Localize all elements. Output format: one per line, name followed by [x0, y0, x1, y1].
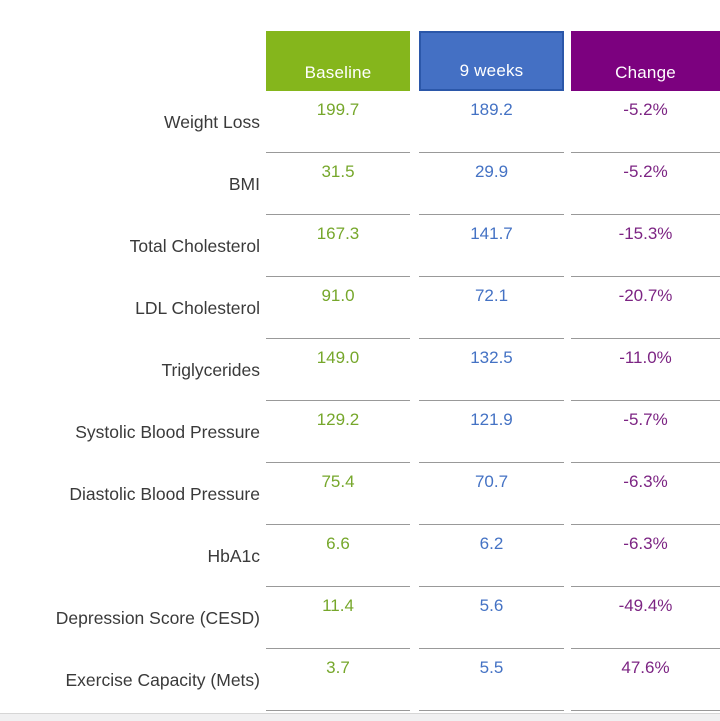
row-label-weight-loss: Weight Loss [164, 111, 260, 132]
baseline-value: 129.2 [266, 401, 410, 463]
change-value: -15.3% [571, 215, 720, 277]
nine-weeks-value: 141.7 [419, 215, 564, 277]
column-gap [564, 401, 571, 463]
row-label-triglycerides: Triglycerides [161, 359, 260, 380]
baseline-value: 149.0 [266, 339, 410, 401]
column-gap [564, 153, 571, 215]
column-gap [410, 401, 419, 463]
nine-weeks-value: 29.9 [419, 153, 564, 215]
baseline-value: 6.6 [266, 525, 410, 587]
nine-weeks-value: 132.5 [419, 339, 564, 401]
column-gap [410, 463, 419, 525]
column-gap [564, 91, 571, 153]
column-gap [564, 463, 571, 525]
column-gap [410, 215, 419, 277]
nine-weeks-value: 5.6 [419, 587, 564, 649]
baseline-value: 91.0 [266, 277, 410, 339]
change-value: -20.7% [571, 277, 720, 339]
nine-weeks-value: 70.7 [419, 463, 564, 525]
row-label-ldl-cholesterol: LDL Cholesterol [135, 297, 260, 318]
window-edge-strip [0, 713, 720, 721]
change-value: -5.2% [571, 91, 720, 153]
row-label-bmi: BMI [228, 173, 260, 194]
nine-weeks-value: 6.2 [419, 525, 564, 587]
column-gap [410, 525, 419, 587]
column-gap [564, 277, 571, 339]
column-gap [564, 649, 571, 711]
row-label-total-cholesterol: Total Cholesterol [129, 235, 260, 256]
column-gap [564, 31, 571, 91]
row-label-systolic-bp: Systolic Blood Pressure [75, 421, 260, 442]
row-label-hba1c: HbA1c [207, 545, 260, 566]
nine-weeks-value: 5.5 [419, 649, 564, 711]
baseline-value: 167.3 [266, 215, 410, 277]
row-label-depression-score: Depression Score (CESD) [55, 607, 260, 628]
change-value: -49.4% [571, 587, 720, 649]
column-gap [564, 587, 571, 649]
corner-spacer [0, 31, 266, 91]
change-value: -5.2% [571, 153, 720, 215]
change-value: -6.3% [571, 525, 720, 587]
baseline-value: 11.4 [266, 587, 410, 649]
baseline-value: 199.7 [266, 91, 410, 153]
baseline-value: 31.5 [266, 153, 410, 215]
column-gap [564, 525, 571, 587]
change-value: -6.3% [571, 463, 720, 525]
column-gap [564, 215, 571, 277]
column-gap [410, 91, 419, 153]
change-value: -5.7% [571, 401, 720, 463]
row-label-diastolic-bp: Diastolic Blood Pressure [69, 483, 260, 504]
column-gap [410, 153, 419, 215]
column-gap [564, 339, 571, 401]
nine-weeks-value: 189.2 [419, 91, 564, 153]
change-value: -11.0% [571, 339, 720, 401]
change-value: 47.6% [571, 649, 720, 711]
column-header-baseline: Baseline [266, 31, 410, 91]
nine-weeks-value: 72.1 [419, 277, 564, 339]
metrics-table: Baseline 9 weeks Change Weight Loss 199.… [0, 31, 720, 711]
column-header-change: Change [571, 31, 720, 91]
column-gap [410, 31, 419, 91]
column-gap [410, 277, 419, 339]
column-header-9weeks: 9 weeks [419, 31, 564, 91]
column-gap [410, 587, 419, 649]
row-label-exercise-capacity: Exercise Capacity (Mets) [65, 669, 261, 690]
baseline-value: 75.4 [266, 463, 410, 525]
column-gap [410, 339, 419, 401]
baseline-value: 3.7 [266, 649, 410, 711]
nine-weeks-value: 121.9 [419, 401, 564, 463]
column-gap [410, 649, 419, 711]
